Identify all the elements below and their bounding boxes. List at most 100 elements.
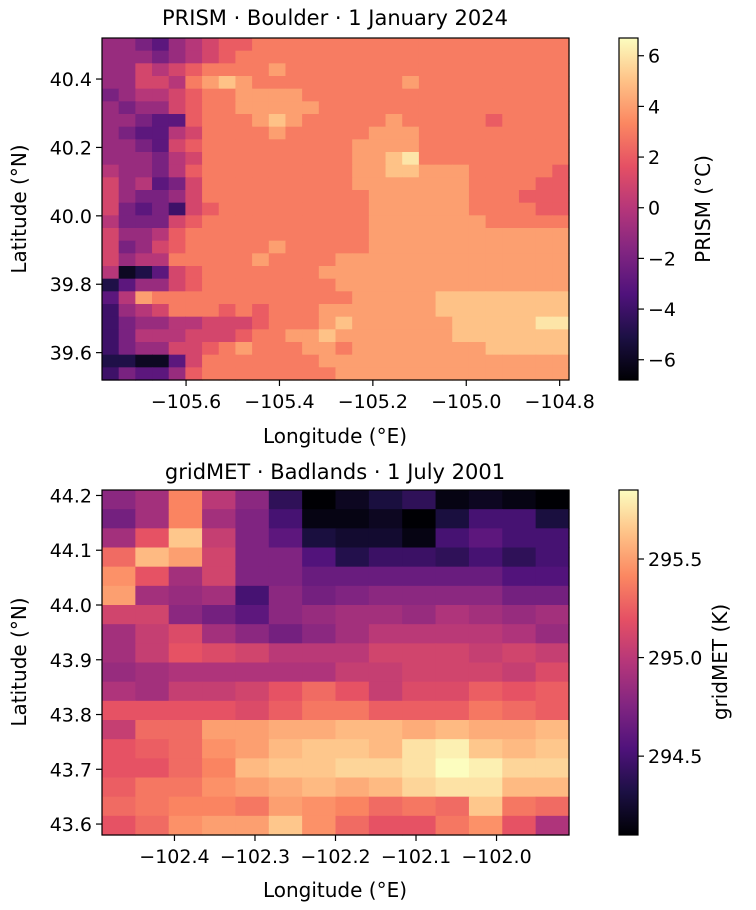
prism-cell [352, 316, 370, 330]
gridmet-cell [535, 605, 570, 625]
prism-cell [535, 190, 553, 204]
prism-cell [118, 266, 136, 280]
prism-cell [218, 202, 237, 216]
prism-cell [418, 228, 437, 242]
prism-cell [285, 101, 303, 115]
prism-cell [335, 291, 353, 305]
prism-cell [152, 76, 170, 90]
prism-cell [185, 139, 203, 153]
prism-cell [368, 63, 387, 77]
prism-cell [218, 38, 237, 52]
gridmet-cell [135, 777, 170, 798]
prism-cell [285, 114, 303, 128]
prism-cell [418, 266, 437, 280]
prism-cell [468, 316, 487, 330]
prism-cell [435, 240, 453, 254]
gridmet-cell [535, 777, 570, 798]
prism-cell [202, 266, 220, 280]
prism-cell [252, 76, 270, 90]
prism-cell [452, 114, 470, 128]
prism-cell [468, 228, 487, 242]
gridmet-cell [135, 566, 170, 587]
prism-cell [118, 228, 136, 242]
prism-cell [335, 228, 353, 242]
prism-cell [268, 76, 287, 90]
gridmet-colorbar-label: gridMET (K) [708, 604, 732, 720]
prism-cell [452, 367, 470, 381]
gridmet-cell [268, 700, 303, 721]
prism-cell [385, 88, 403, 102]
gridmet-cell [202, 624, 237, 644]
prism-cell [368, 38, 387, 52]
gridmet-cell [135, 681, 170, 702]
prism-cell [402, 76, 420, 90]
prism-cell [118, 139, 136, 153]
prism-cell [285, 50, 303, 64]
prism-cell [318, 202, 337, 216]
prism-cell [402, 266, 420, 280]
prism-panel: PRISM · Boulder · 1 January 2024 −105.6−… [7, 6, 715, 448]
prism-cell [418, 152, 437, 166]
prism-cell [485, 291, 503, 305]
gridmet-cell [368, 662, 403, 683]
prism-cell [385, 126, 403, 140]
prism-cell [102, 228, 120, 242]
gridmet-cell [135, 739, 170, 759]
prism-cell [485, 177, 503, 191]
prism-cell [268, 278, 287, 292]
gridmet-cell [302, 681, 337, 702]
prism-cell [102, 354, 120, 368]
prism-cell [268, 114, 287, 128]
prism-cell [502, 278, 520, 292]
prism-cell [452, 291, 470, 305]
prism-cell [335, 367, 353, 381]
prism-cell [485, 63, 503, 77]
prism-cell [252, 126, 270, 140]
prism-cell [252, 354, 270, 368]
prism-cell [235, 329, 253, 343]
prism-cell [302, 354, 320, 368]
prism-cell [418, 304, 437, 318]
prism-cell [168, 266, 186, 280]
prism-cell [518, 88, 537, 102]
prism-cell [152, 63, 170, 77]
gridmet-cell [235, 700, 270, 721]
gridmet-x-axis: −102.4 −102.3 −102.2 −102.1 −102.0 [139, 835, 532, 868]
prism-cell [152, 50, 170, 64]
prism-cell [335, 139, 353, 153]
prism-cell [202, 38, 220, 52]
gridmet-cell [535, 547, 570, 568]
prism-cell [302, 38, 320, 52]
gridmet-cell [135, 796, 170, 817]
gridmet-cell [168, 605, 203, 625]
prism-cell [468, 126, 487, 140]
prism-cell [485, 114, 503, 128]
gridmet-cell [368, 566, 403, 587]
prism-cell [185, 215, 203, 229]
gridmet-cell [502, 720, 537, 740]
gridmet-cell [435, 585, 470, 606]
prism-cell [318, 101, 337, 115]
gridmet-cell [235, 739, 270, 759]
prism-cell [552, 291, 570, 305]
prism-cell [168, 316, 186, 330]
prism-cell [502, 291, 520, 305]
prism-cell [518, 316, 537, 330]
prism-cell [368, 114, 387, 128]
prism-cell [102, 253, 120, 267]
prism-cell [218, 316, 237, 330]
prism-cell [135, 177, 153, 191]
prism-cell [535, 278, 553, 292]
gridmet-cell [302, 700, 337, 721]
prism-cell [102, 76, 120, 90]
gridmet-cell [168, 739, 203, 759]
prism-cell [102, 63, 120, 77]
prism-cell [318, 253, 337, 267]
prism-cell [285, 38, 303, 52]
prism-cell [168, 228, 186, 242]
prism-cell [468, 101, 487, 115]
gridmet-cell [202, 777, 237, 798]
prism-cell [335, 329, 353, 343]
prism-cell [302, 316, 320, 330]
prism-cell [452, 101, 470, 115]
